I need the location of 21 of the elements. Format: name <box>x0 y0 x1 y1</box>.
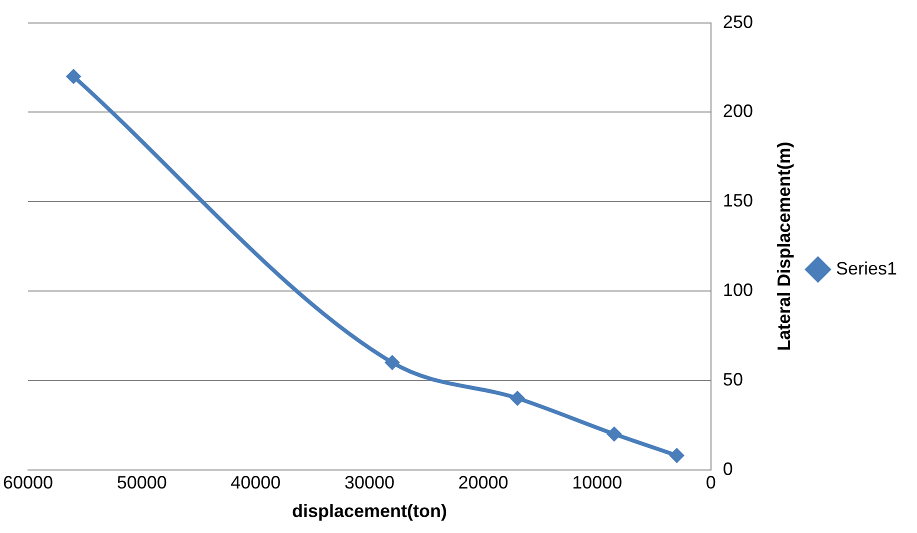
x-tick-label: 60000 <box>2 472 54 493</box>
x-tick-label: 50000 <box>116 472 167 493</box>
y-tick-label: 50 <box>722 369 743 390</box>
point <box>66 68 82 84</box>
point <box>606 426 622 442</box>
x-tick-label: 10000 <box>572 472 622 493</box>
legend-label: Series1 <box>836 258 897 278</box>
y-tick-label: 100 <box>722 280 753 300</box>
y-tick-label: 150 <box>722 190 753 211</box>
point <box>384 355 400 370</box>
x-tick-label: 40000 <box>230 472 281 493</box>
x-axis-title: displacement(ton) <box>292 501 447 522</box>
x-tick-label: 0 <box>706 472 716 493</box>
y-tick-label: 250 <box>722 12 753 32</box>
y-tick-label: 0 <box>722 458 733 479</box>
point <box>510 390 525 406</box>
x-tick-label: 30000 <box>344 472 395 493</box>
y-axis-title: Lateral Displacement(m) <box>774 142 794 351</box>
y-tick-label: 200 <box>722 101 753 122</box>
point <box>669 448 684 463</box>
x-tick-label: 20000 <box>458 472 508 493</box>
